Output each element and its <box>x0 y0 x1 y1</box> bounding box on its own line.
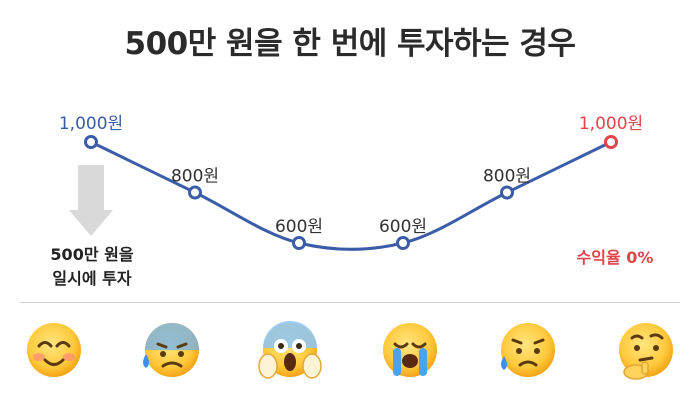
sad-relieved-face-icon <box>501 323 555 377</box>
data-point <box>396 236 410 250</box>
data-point <box>84 135 98 149</box>
divider <box>20 302 680 303</box>
page-title: 500만 원을 한 번에 투자하는 경우 <box>124 26 576 62</box>
down-arrow-icon <box>69 165 113 236</box>
smiling-face-icon <box>27 323 81 377</box>
data-label: 800원 <box>483 167 531 187</box>
data-label: 800원 <box>171 167 219 187</box>
thinking-face-icon <box>619 323 673 380</box>
screaming-fear-face-icon <box>258 321 322 379</box>
data-point <box>292 236 306 250</box>
emoji-row <box>27 321 673 380</box>
data-label: 600원 <box>275 217 323 237</box>
series-line <box>90 140 612 251</box>
data-point <box>188 185 202 200</box>
lump-sum-note: 500만 원을 일시에 투자 <box>24 243 160 291</box>
data-point <box>500 185 514 200</box>
loudly-crying-face-icon <box>383 323 437 377</box>
data-label: 1,000원 <box>579 114 643 134</box>
lump-sum-note-line1: 500만 원을 <box>50 245 134 264</box>
anxious-sweat-face-icon <box>143 323 199 377</box>
data-label: 1,000원 <box>59 114 123 134</box>
lump-sum-note-line2: 일시에 투자 <box>52 269 132 288</box>
return-rate-label: 수익율 0% <box>576 248 654 267</box>
data-point <box>604 135 618 149</box>
data-label: 600원 <box>379 217 427 237</box>
